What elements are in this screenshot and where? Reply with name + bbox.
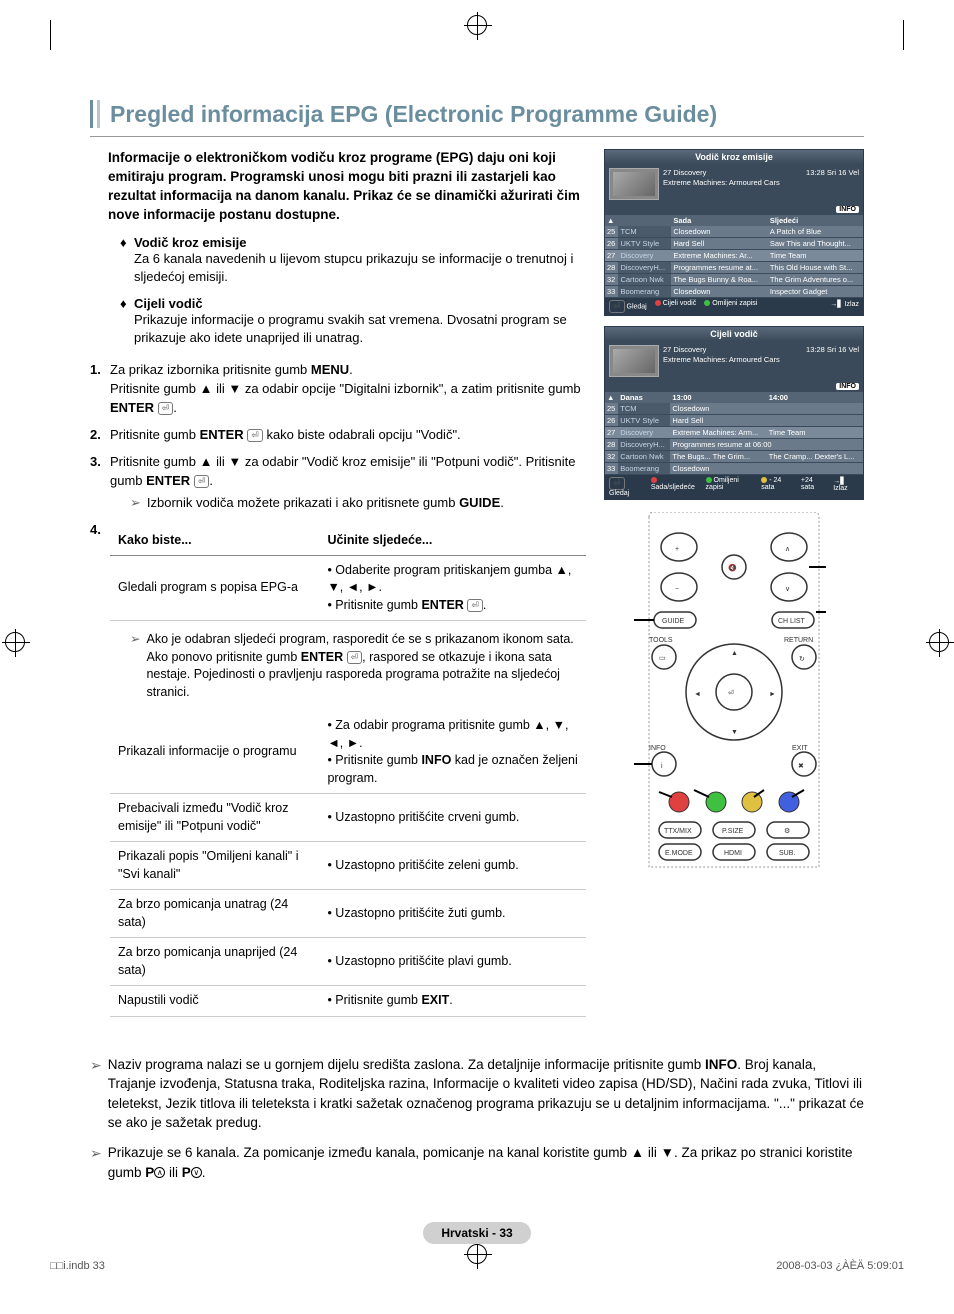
table-cell: Uzastopno pritišćite žuti gumb. [319, 890, 586, 938]
table-cell: Za brzo pomicanja unatrag (24 sata) [110, 890, 319, 938]
svg-text:⚙: ⚙ [784, 827, 790, 835]
svg-text:🔇: 🔇 [728, 563, 737, 572]
table-cell: Prikazali informacije o programu [110, 711, 319, 794]
svg-text:⏎: ⏎ [728, 689, 734, 697]
svg-text:EXIT: EXIT [792, 745, 808, 752]
epg-full-guide-screenshot: Cijeli vodič 27 Discovery Extreme Machin… [604, 326, 864, 500]
footer-left: □□i.indb 33 [50, 1260, 105, 1272]
note-text: Naziv programa nalazi se u gornjem dijel… [108, 1055, 864, 1133]
info-badge: INFO [836, 206, 859, 213]
intro-text: Informacije o elektroničkom vodiču kroz … [108, 149, 586, 225]
svg-text:TTX/MIX: TTX/MIX [664, 828, 692, 835]
page-number-label: Hrvatski - 33 [423, 1222, 530, 1244]
svg-text:HDMI: HDMI [724, 850, 742, 857]
svg-text:INFO: INFO [649, 745, 666, 752]
step-text: Pritisnite gumb ENTER ⏎ kako biste odabr… [110, 426, 586, 445]
epg-title: Vodič kroz emisije [605, 150, 863, 164]
svg-text:▭: ▭ [659, 655, 666, 662]
svg-text:✖: ✖ [798, 763, 804, 770]
bullet-title: Cijeli vodič [134, 296, 203, 311]
table-cell: Za odabir programa pritisnite gumb ▲, ▼,… [319, 711, 586, 794]
enter-icon: ⏎ [194, 475, 210, 488]
action-table: Kako biste... Učinite sljedeće... Gledal… [110, 525, 586, 622]
step-number: 2. [90, 426, 110, 445]
enter-icon: ⏎ [247, 429, 263, 442]
page-title: Pregled informacija EPG (Electronic Prog… [110, 101, 717, 128]
info-badge: INFO [836, 383, 859, 390]
svg-text:►: ► [769, 691, 776, 698]
divider [90, 136, 864, 137]
bullet-desc: Prikazuje informacije o programu svakih … [134, 311, 586, 347]
table-cell: Napustili vodič [110, 986, 319, 1017]
epg-now-next-screenshot: Vodič kroz emisije 27 Discovery Extreme … [604, 149, 864, 316]
note-arrow-icon: ➢ [130, 631, 140, 701]
table-cell: Uzastopno pritišćite crveni gumb. [319, 794, 586, 842]
svg-text:∨: ∨ [785, 586, 790, 593]
table-header: Kako biste... [110, 525, 319, 556]
registration-mark-icon [467, 15, 487, 35]
svg-text:−: − [675, 586, 679, 593]
svg-text:▲: ▲ [731, 650, 738, 657]
table-cell: Uzastopno pritišćite plavi gumb. [319, 938, 586, 986]
svg-text:↻: ↻ [799, 656, 805, 663]
table-header: Učinite sljedeće... [319, 525, 586, 556]
table-cell: Za brzo pomicanja unaprijed (24 sata) [110, 938, 319, 986]
diamond-icon: ♦ [120, 296, 134, 311]
title-accent-icon [97, 100, 100, 128]
enter-icon: ⏎ [158, 402, 174, 415]
action-table: Prikazali informacije o programu Za odab… [110, 711, 586, 1017]
note-arrow-icon: ➢ [90, 1143, 102, 1182]
registration-mark-icon [5, 632, 25, 652]
table-cell: Pritisnite gumb EXIT. [319, 986, 586, 1017]
footer-right: 2008-03-03 ¿ÀÈÄ 5:09:01 [776, 1260, 904, 1272]
step-text: Za prikaz izbornika pritisnite gumb MENU… [110, 361, 586, 418]
note-arrow-icon: ➢ [130, 494, 141, 512]
note-text: Ako je odabran sljedeći program, raspore… [146, 631, 586, 701]
remote-control-diagram: .btn{fill:#fff;stroke:#333;stroke-width:… [604, 512, 864, 882]
bullet-title: Vodič kroz emisije [134, 235, 246, 250]
epg-preview-icon [609, 168, 659, 200]
svg-text:+: + [675, 546, 679, 553]
note-text: Prikazuje se 6 kanala. Za pomicanje izme… [108, 1143, 864, 1182]
bullet-desc: Za 6 kanala navedenih u lijevom stupcu p… [134, 250, 586, 286]
svg-text:GUIDE: GUIDE [662, 618, 685, 625]
svg-text:CH LIST: CH LIST [778, 618, 806, 625]
table-cell: Odaberite program pritiskanjem gumba ▲, … [319, 555, 586, 621]
table-cell: Uzastopno pritišćite zeleni gumb. [319, 842, 586, 890]
epg-title: Cijeli vodič [605, 327, 863, 341]
svg-text:▼: ▼ [731, 729, 738, 736]
diamond-icon: ♦ [120, 235, 134, 250]
table-cell: Prebacivali između "Vodič kroz emisije" … [110, 794, 319, 842]
svg-text:SUB.: SUB. [779, 850, 795, 857]
note-arrow-icon: ➢ [90, 1055, 102, 1133]
registration-mark-icon [929, 632, 949, 652]
svg-text:RETURN: RETURN [784, 637, 813, 644]
enter-icon: ⏎ [347, 651, 363, 664]
epg-preview-icon [609, 345, 659, 377]
title-accent-icon [90, 100, 93, 128]
svg-text:◄: ◄ [694, 691, 701, 698]
table-cell: Gledali program s popisa EPG-a [110, 555, 319, 621]
step-text: Pritisnite gumb ▲ ili ▼ za odabir "Vodič… [110, 453, 586, 513]
table-cell: Prikazali popis "Omiljeni kanali" i "Svi… [110, 842, 319, 890]
step-number: 1. [90, 361, 110, 418]
svg-text:E.MODE: E.MODE [665, 850, 693, 857]
svg-text:TOOLS: TOOLS [649, 637, 673, 644]
step-number: 3. [90, 453, 110, 513]
svg-text:P.SIZE: P.SIZE [722, 828, 744, 835]
svg-text:∧: ∧ [785, 546, 790, 553]
enter-icon: ⏎ [467, 599, 483, 612]
step-number: 4. [90, 521, 110, 1027]
